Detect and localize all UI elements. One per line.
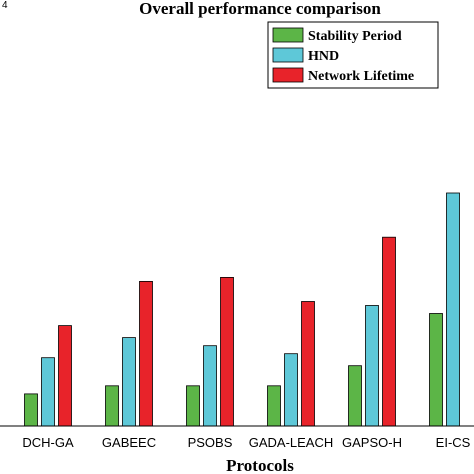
bar-hnd-gabeec (122, 337, 136, 427)
bar-network-lifetime-gabeec (139, 280, 153, 427)
x-tick-label-gabeec: GABEEC (102, 435, 156, 450)
x-axis-label: Protocols (226, 456, 294, 474)
legend: Stability Period HND Network Lifetime (267, 21, 439, 89)
bar-network-lifetime-psobs (220, 276, 234, 427)
legend-label-stability-period: Stability Period (308, 29, 402, 44)
x-tick-labels: DCH-GA GABEEC PSOBS GADA-LEACH GAPSO-H EI-CS (22, 435, 470, 450)
bar-hnd-dch-ga (41, 357, 55, 427)
bar-network-lifetime-dch-ga (58, 325, 72, 427)
legend-label-network-lifetime: Network Lifetime (308, 69, 414, 84)
legend-swatch-hnd (272, 47, 304, 63)
bar-hnd-gada-leach (284, 353, 298, 427)
bar-stability-period-dch-ga (24, 393, 38, 427)
x-tick-label-dch-ga: DCH-GA (22, 435, 74, 450)
x-tick-label-psobs: PSOBS (188, 435, 233, 450)
chart-title: Overall performance comparison (139, 0, 381, 18)
bar-hnd-gapso-h (365, 305, 379, 427)
legend-swatch-stability-period (272, 27, 304, 43)
y-axis-edge-fragment: 4 (2, 0, 8, 11)
plot-area (24, 192, 460, 427)
bar-hnd-ei-cs (446, 192, 460, 427)
x-tick-label-gapso-h: GAPSO-H (342, 435, 402, 450)
bar-network-lifetime-gada-leach (301, 301, 315, 427)
bar-stability-period-gapso-h (348, 365, 362, 427)
x-tick-label-gada-leach: GADA-LEACH (249, 435, 334, 450)
x-tick-label-ei-cs: EI-CS (436, 435, 471, 450)
legend-swatch-network-lifetime (272, 67, 304, 83)
bar-hnd-psobs (203, 345, 217, 427)
bar-stability-period-ei-cs (429, 313, 443, 427)
bar-stability-period-gada-leach (267, 385, 281, 427)
bar-stability-period-gabeec (105, 385, 119, 427)
bar-network-lifetime-gapso-h (382, 236, 396, 427)
legend-label-hnd: HND (308, 49, 339, 64)
bar-stability-period-psobs (186, 385, 200, 427)
